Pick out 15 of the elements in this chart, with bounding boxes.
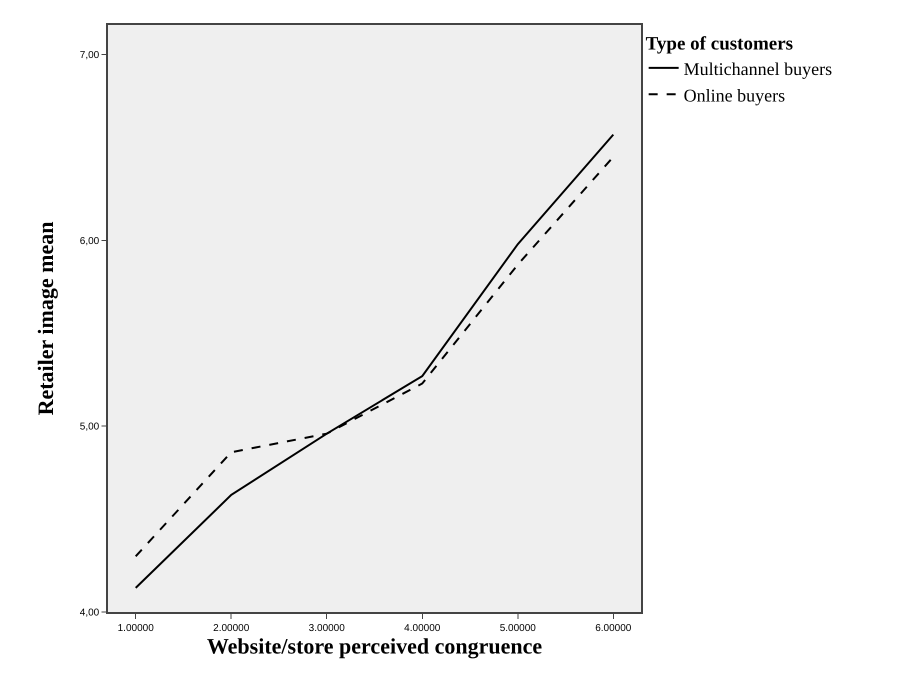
legend-title: Type of customers (646, 34, 794, 55)
legend-label: Multichannel buyers (684, 58, 832, 79)
x-axis-title: Website/store perceived congruence (206, 634, 542, 659)
x-tick-label: 1.00000 (118, 622, 154, 634)
legend-label: Online buyers (684, 85, 786, 106)
x-tick-label: 6.00000 (595, 622, 632, 634)
y-tick-label: 5,00 (80, 422, 100, 433)
x-tick-label: 5.00000 (500, 622, 536, 634)
y-tick-label: 6,00 (80, 236, 100, 247)
y-axis-title: Retailer image mean (33, 222, 58, 416)
x-tick-label: 4.00000 (404, 622, 441, 634)
x-tick-label: 2.00000 (213, 622, 250, 634)
x-tick-label: 3.00000 (308, 622, 346, 634)
y-tick-label: 7,00 (80, 50, 100, 62)
y-tick-label: 4,00 (80, 608, 100, 618)
